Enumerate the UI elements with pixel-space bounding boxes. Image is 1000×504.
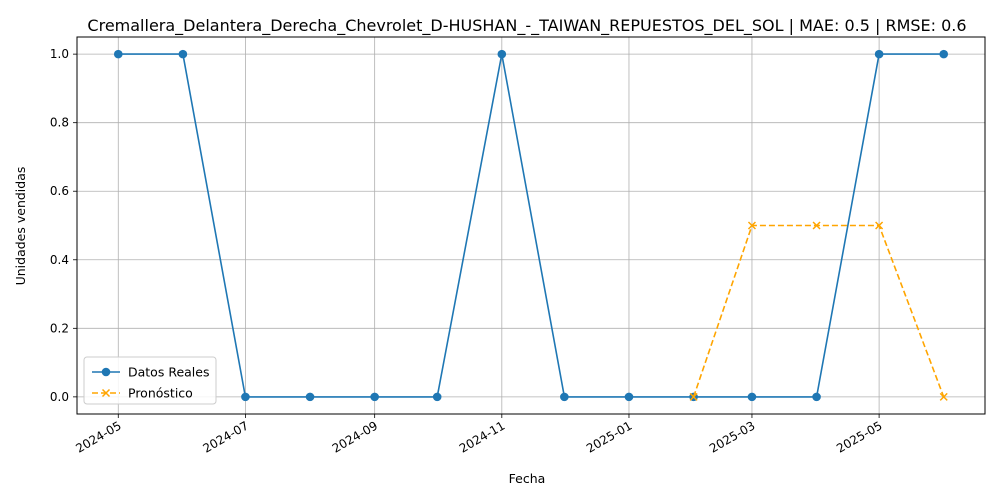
series-1 [113,49,949,402]
series-2 [689,221,948,401]
legend-marker [101,367,111,377]
legend-marker [101,388,111,398]
y-tick-label: 0.6 [50,184,69,198]
y-tick-label: 0.4 [50,253,69,267]
data-point [497,49,507,59]
legend-label: Pronóstico [128,386,193,401]
data-point [812,392,821,402]
data-point [747,392,757,402]
data-point [241,392,250,402]
data-point [178,49,188,59]
data-point [370,392,379,402]
legend-item: Pronóstico [92,386,193,401]
y-tick-label: 0.2 [50,321,69,335]
data-point [875,221,884,230]
y-tick-label: 0.0 [50,390,69,404]
x-axis-title: Fecha [509,471,546,486]
legend-item: Datos Reales [92,365,209,380]
legend-box [83,356,217,405]
y-tick-label: 0.8 [50,116,69,130]
data-point [560,392,569,402]
series-line [118,53,944,398]
data-point [874,49,884,59]
y-tick-label: 1.0 [50,47,69,61]
data-point [624,392,634,402]
data-point [113,49,123,59]
grid-lines [77,37,985,414]
y-axis-title: Unidades vendidas [13,167,28,286]
legend-label: Datos Reales [128,365,209,380]
chart-title: Cremallera_Delantera_Derecha_Chevrolet_D… [87,16,966,36]
data-point [939,49,949,59]
series-layer [113,49,949,402]
data-point [747,221,756,230]
data-point [939,392,948,401]
legend: Datos Reales Pronóstico [83,356,217,405]
data-point [689,392,698,401]
data-point [812,221,821,230]
data-point [305,392,315,402]
plot-area-frame [76,36,986,415]
data-point [432,392,442,402]
